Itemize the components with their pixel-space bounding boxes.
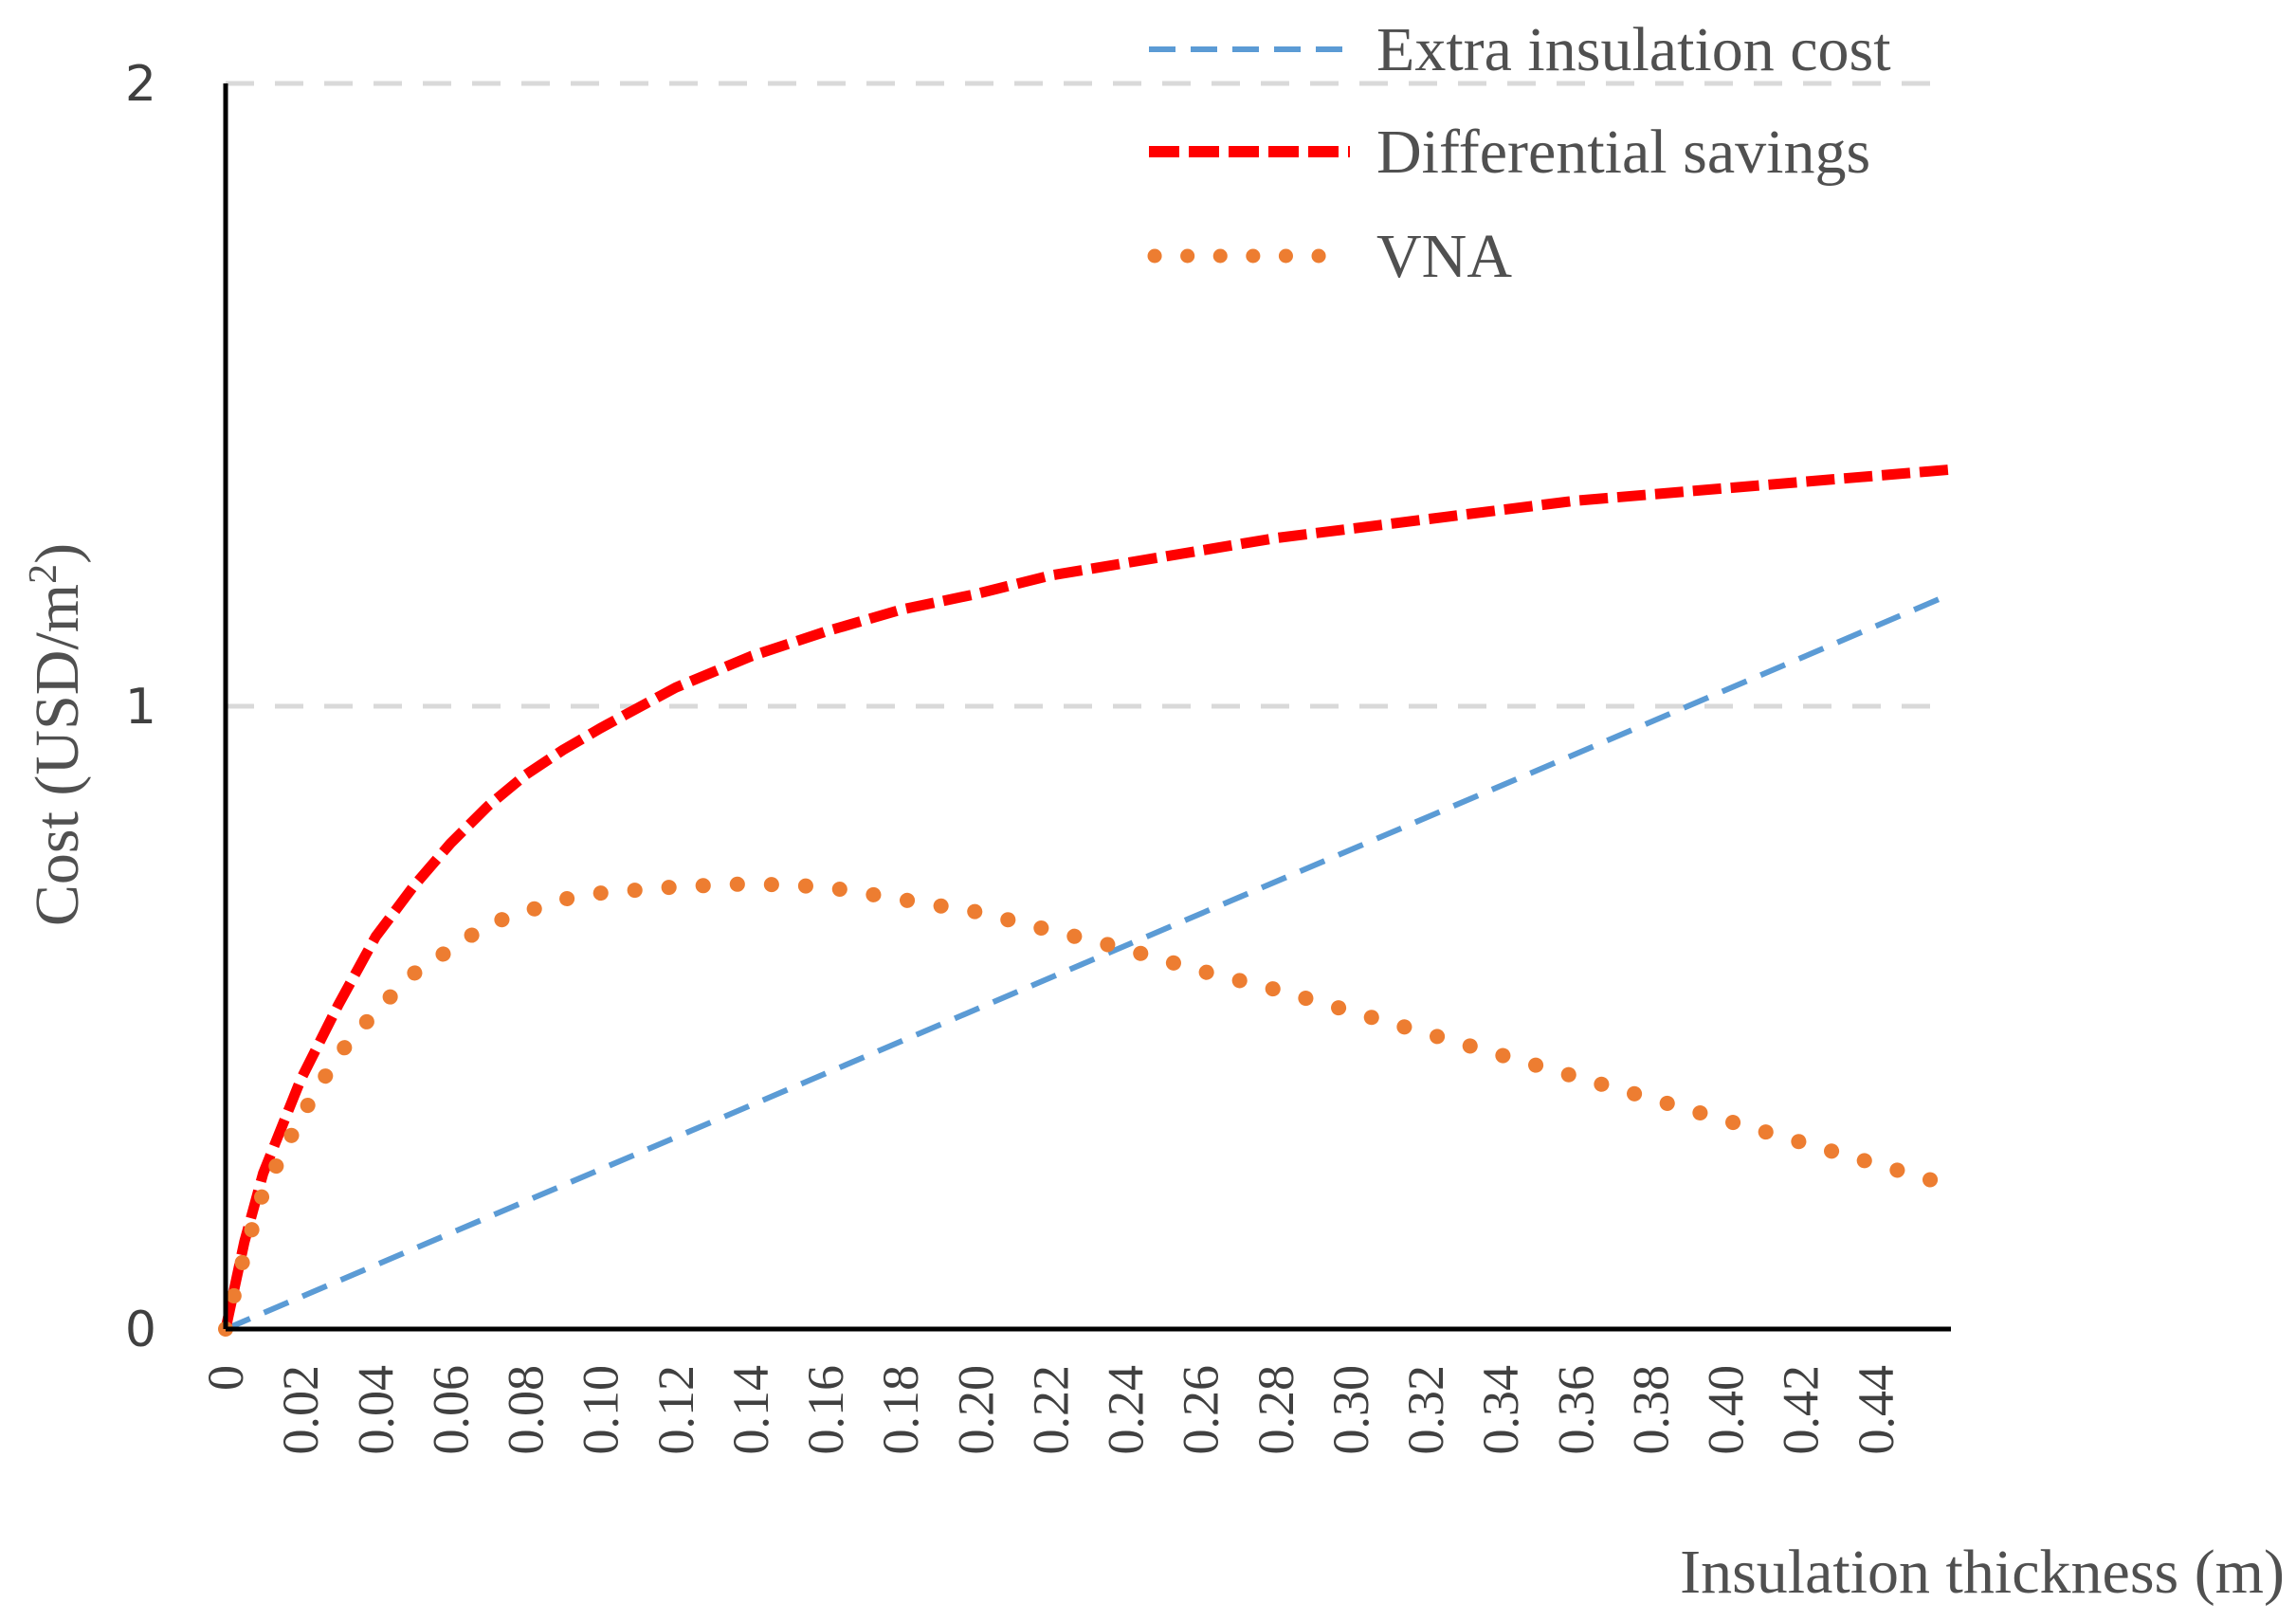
x-tick-label: 0.38 xyxy=(1623,1365,1680,1455)
x-tick-label: 0.26 xyxy=(1173,1365,1230,1455)
x-tick-label: 0.36 xyxy=(1547,1365,1604,1455)
x-tick-label: 0.10 xyxy=(573,1365,629,1455)
x-tick-label: 0.14 xyxy=(722,1365,779,1455)
x-tick-label: 0.12 xyxy=(647,1365,704,1455)
x-tick-label: 0.06 xyxy=(422,1365,479,1455)
x-tick-label: 0.16 xyxy=(797,1365,854,1455)
legend-label-differential-savings: Differential savings xyxy=(1376,118,1870,187)
axes xyxy=(223,83,1951,1332)
y-tick-label: 1 xyxy=(125,679,156,736)
x-tick-label: 0.20 xyxy=(947,1365,1004,1455)
x-tick-label: 0.32 xyxy=(1397,1365,1454,1455)
x-tick-label: 0.44 xyxy=(1848,1365,1904,1455)
x-tick-labels: 0 0.02 0.04 0.06 0.08 0.10 0.12 0.14 0.16 0.18 0.2… xyxy=(197,1365,1904,1455)
x-tick-label: 0 xyxy=(197,1365,254,1391)
x-tick-label: 0.40 xyxy=(1698,1365,1755,1455)
series-line-differential-savings xyxy=(220,464,1952,1331)
y-tick-labels: 0 1 2 xyxy=(125,56,156,1358)
series-layer xyxy=(218,464,1959,1337)
x-tick-label: 0.24 xyxy=(1098,1365,1155,1455)
x-tick-label: 0.28 xyxy=(1248,1365,1304,1455)
legend-label-vna: VNA xyxy=(1376,222,1512,291)
gridlines xyxy=(226,81,1951,709)
x-tick-label: 0.34 xyxy=(1472,1365,1529,1455)
series-line-extra-insulation-cost xyxy=(224,591,1953,1332)
y-tick-label: 0 xyxy=(125,1302,156,1358)
series-line-vna xyxy=(218,876,1959,1337)
x-tick-label: 0.02 xyxy=(272,1365,329,1455)
y-axis-title-close: ) xyxy=(23,543,92,564)
y-axis-title-superscript: 2 xyxy=(22,564,65,584)
y-axis-title-main: Cost (USD/m xyxy=(23,584,92,926)
x-tick-label: 0.22 xyxy=(1022,1365,1079,1455)
x-tick-label: 0.04 xyxy=(347,1365,404,1455)
y-axis-title: Cost (USD/m2) xyxy=(22,543,92,926)
x-axis-title: Insulation thickness (m) xyxy=(1680,1538,2285,1607)
x-tick-label: 0.30 xyxy=(1322,1365,1379,1455)
legend: Extra insulation cost Differential savin… xyxy=(1147,15,1891,291)
x-tick-label: 0.18 xyxy=(872,1365,929,1455)
legend-label-extra-insulation-cost: Extra insulation cost xyxy=(1376,15,1891,84)
y-tick-label: 2 xyxy=(125,56,156,113)
x-tick-label: 0.08 xyxy=(498,1365,555,1455)
x-tick-label: 0.42 xyxy=(1773,1365,1830,1455)
